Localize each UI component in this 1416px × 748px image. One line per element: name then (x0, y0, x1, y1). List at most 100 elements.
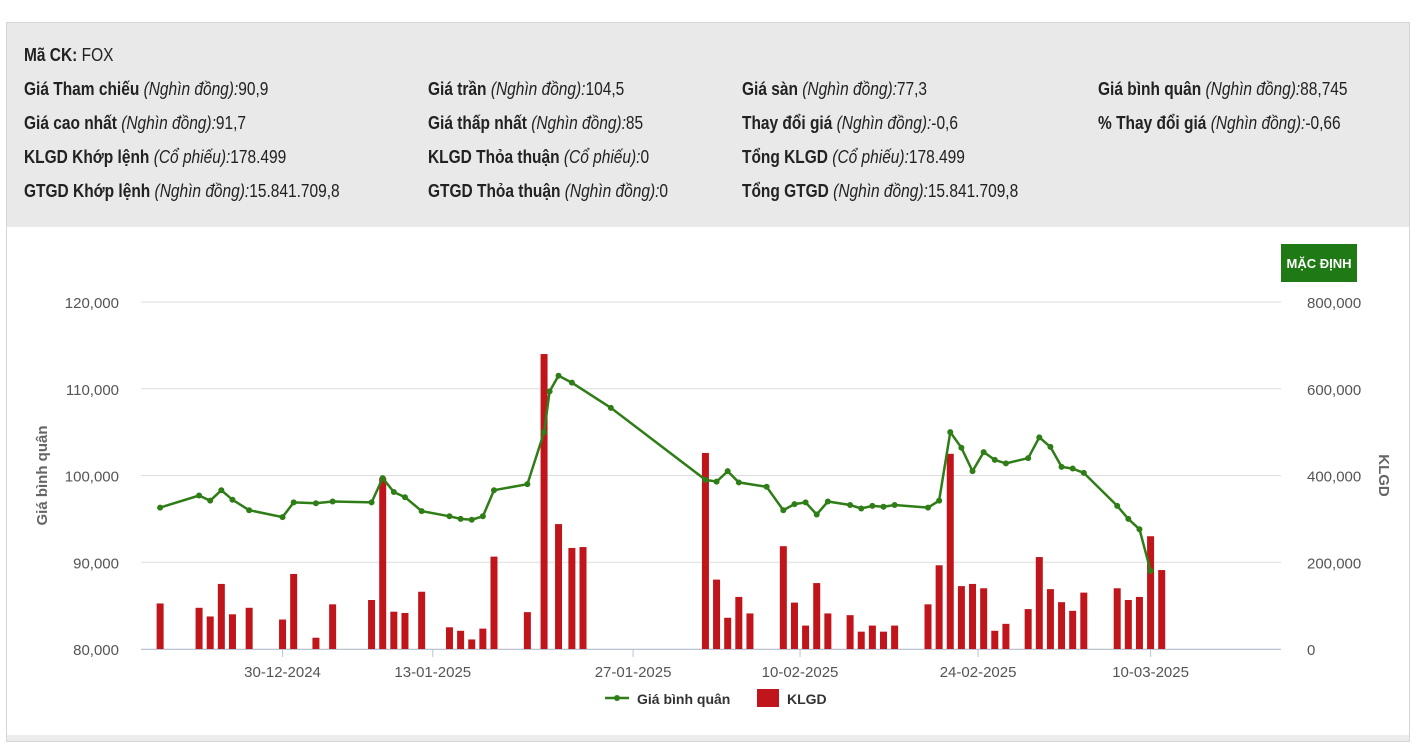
default-view-button[interactable]: MẶC ĐỊNH (1281, 244, 1357, 282)
volume-bar[interactable] (857, 631, 865, 649)
volume-bar[interactable] (156, 603, 164, 649)
volume-bar[interactable] (1002, 623, 1010, 649)
price-point[interactable] (218, 487, 225, 494)
price-point[interactable] (858, 505, 865, 512)
price-point[interactable] (196, 492, 203, 499)
volume-bar[interactable] (418, 591, 426, 649)
volume-bar[interactable] (523, 612, 531, 649)
price-point[interactable] (780, 507, 787, 514)
volume-bar[interactable] (957, 586, 965, 649)
price-point[interactable] (1047, 443, 1054, 450)
volume-bar[interactable] (1035, 557, 1043, 649)
price-point[interactable] (847, 501, 854, 508)
price-point[interactable] (157, 504, 164, 511)
price-point[interactable] (329, 498, 336, 505)
price-point[interactable] (524, 481, 531, 488)
volume-bar[interactable] (1024, 609, 1032, 649)
price-point[interactable] (1136, 526, 1143, 533)
price-point[interactable] (713, 478, 720, 485)
legend-volume-label[interactable]: KLGD (787, 691, 827, 707)
price-point[interactable] (980, 449, 987, 456)
volume-bar[interactable] (779, 546, 787, 649)
volume-bar[interactable] (868, 625, 876, 649)
volume-bar[interactable] (735, 596, 743, 649)
price-point[interactable] (418, 508, 425, 515)
volume-bar[interactable] (946, 453, 954, 649)
price-point[interactable] (947, 429, 954, 436)
price-point[interactable] (702, 476, 709, 483)
price-point[interactable] (724, 468, 731, 475)
price-point[interactable] (824, 498, 831, 505)
volume-bar[interactable] (490, 556, 498, 649)
volume-bar[interactable] (568, 547, 576, 649)
price-point[interactable] (555, 372, 562, 379)
price-point[interactable] (401, 494, 408, 501)
price-point[interactable] (763, 483, 770, 490)
volume-bar[interactable] (879, 631, 887, 649)
volume-bar[interactable] (479, 628, 487, 649)
volume-bar[interactable] (813, 583, 821, 649)
volume-bar[interactable] (969, 583, 977, 649)
volume-bar[interactable] (1080, 592, 1088, 649)
volume-bar[interactable] (1113, 588, 1121, 649)
price-point[interactable] (1025, 455, 1032, 462)
volume-bar[interactable] (1124, 599, 1132, 649)
price-point[interactable] (446, 513, 453, 520)
price-point[interactable] (1002, 460, 1009, 467)
price-point[interactable] (936, 497, 943, 504)
price-point[interactable] (1125, 515, 1132, 522)
volume-bar[interactable] (390, 611, 398, 649)
price-point[interactable] (1058, 463, 1065, 470)
price-point[interactable] (229, 496, 236, 503)
price-point[interactable] (546, 388, 553, 395)
price-point[interactable] (368, 499, 375, 506)
volume-bar[interactable] (991, 630, 999, 649)
volume-bar[interactable] (980, 588, 988, 649)
volume-bar[interactable] (368, 599, 376, 649)
price-point[interactable] (207, 497, 214, 504)
volume-bar[interactable] (1058, 602, 1066, 649)
volume-bar[interactable] (290, 573, 298, 649)
price-point[interactable] (246, 507, 253, 514)
price-point[interactable] (457, 515, 464, 522)
volume-bar[interactable] (379, 477, 387, 649)
price-point[interactable] (568, 379, 575, 386)
volume-bar[interactable] (579, 547, 587, 649)
volume-bar[interactable] (1135, 596, 1143, 649)
volume-bar[interactable] (329, 604, 337, 649)
price-point[interactable] (991, 456, 998, 463)
volume-bar[interactable] (540, 354, 548, 649)
price-point[interactable] (880, 503, 887, 510)
price-point[interactable] (969, 468, 976, 475)
volume-bar[interactable] (555, 524, 563, 649)
price-point[interactable] (802, 499, 809, 506)
price-point[interactable] (290, 499, 297, 506)
price-point[interactable] (791, 501, 798, 508)
volume-bar[interactable] (724, 617, 732, 649)
volume-bar[interactable] (206, 616, 214, 649)
volume-bar[interactable] (445, 627, 453, 649)
price-point[interactable] (468, 516, 475, 523)
volume-bar[interactable] (701, 452, 709, 649)
price-point[interactable] (1069, 465, 1076, 472)
volume-bar[interactable] (468, 639, 476, 649)
volume-bar[interactable] (228, 614, 236, 649)
volume-bar[interactable] (401, 612, 409, 649)
volume-bar[interactable] (891, 625, 899, 649)
volume-bar[interactable] (245, 607, 253, 649)
price-point[interactable] (869, 502, 876, 509)
volume-bar[interactable] (935, 565, 943, 649)
price-point[interactable] (1147, 567, 1154, 574)
volume-bar[interactable] (1069, 610, 1077, 649)
volume-bar[interactable] (312, 637, 320, 649)
price-point[interactable] (813, 511, 820, 518)
volume-bar[interactable] (279, 619, 287, 649)
volume-bar[interactable] (1046, 589, 1054, 649)
price-point[interactable] (279, 514, 286, 521)
volume-bar[interactable] (846, 615, 854, 649)
volume-bar[interactable] (1158, 570, 1166, 649)
price-point[interactable] (479, 513, 486, 520)
price-point[interactable] (891, 501, 898, 508)
price-point[interactable] (379, 475, 386, 482)
volume-bar[interactable] (824, 613, 832, 649)
